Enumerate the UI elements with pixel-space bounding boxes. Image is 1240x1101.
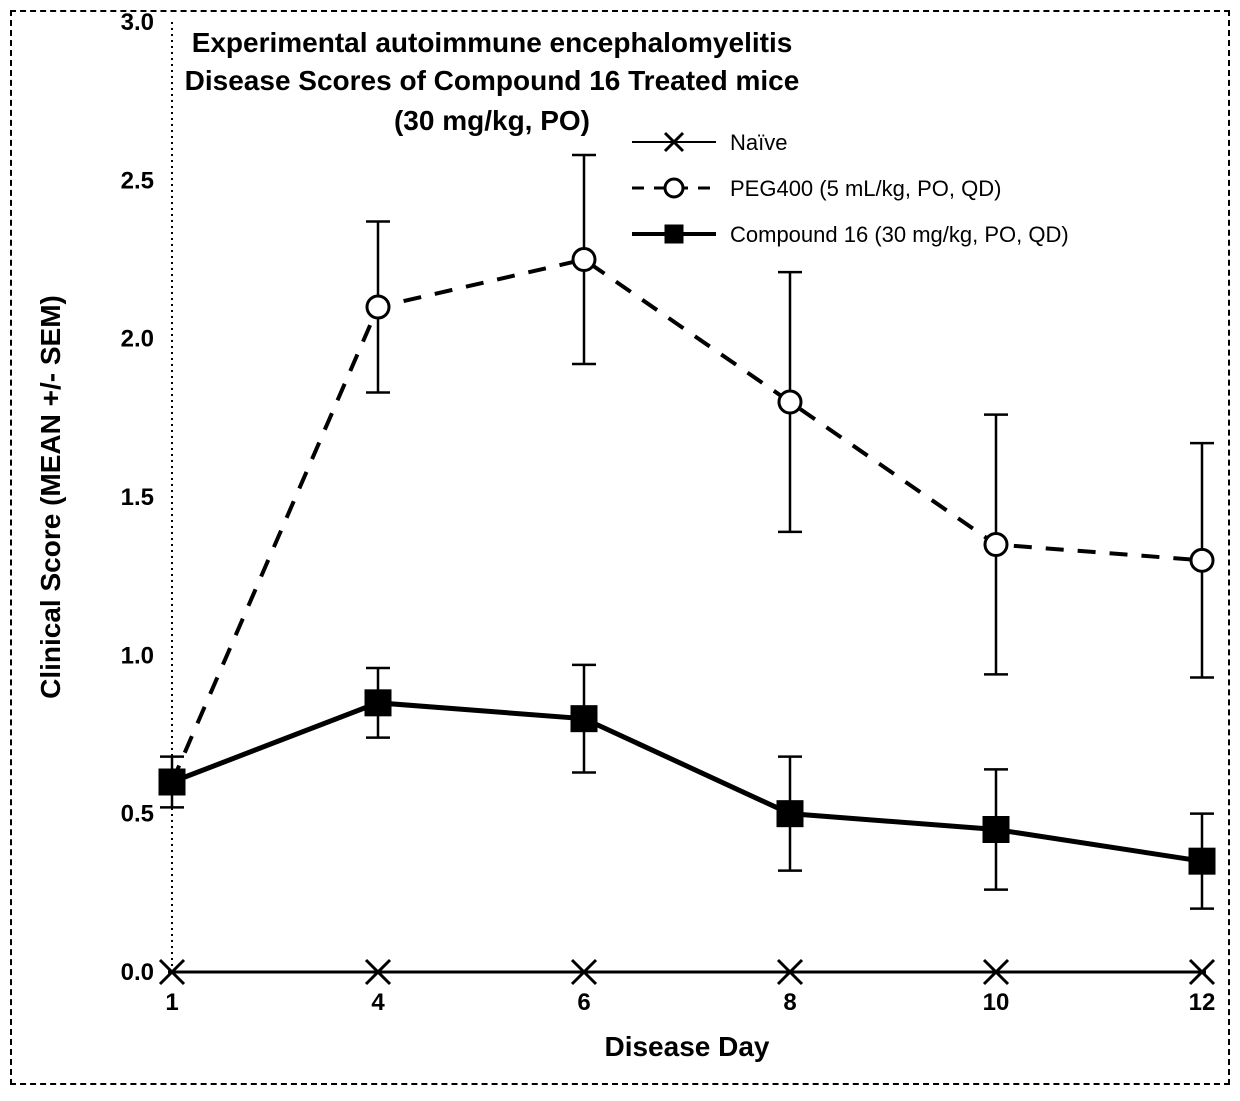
chart-title-line: (30 mg/kg, PO) [394,105,590,136]
series-marker [367,296,389,318]
y-tick-label: 0.5 [121,801,154,828]
chart-title-line: Experimental autoimmune encephalomyeliti… [192,27,793,58]
series-marker [366,691,390,715]
x-axis-title: Disease Day [604,1031,769,1062]
legend-entry: Compound 16 (30 mg/kg, PO, QD) [632,222,1069,247]
legend-entry: Naïve [632,130,787,155]
y-tick-label: 2.0 [121,326,154,353]
chart-title-line: Disease Scores of Compound 16 Treated mi… [185,65,800,96]
legend-label: PEG400 (5 mL/kg, PO, QD) [730,176,1001,201]
x-tick-label: 6 [577,989,590,1016]
x-tick-label: 4 [371,989,385,1016]
x-tick-label: 8 [783,989,796,1016]
series-marker [160,770,184,794]
y-tick-label: 1.0 [121,642,154,669]
chart-frame: 0.0 0.5 1.0 1.5 2.0 2.5 3.0 1 4 6 8 10 12 Disease Day… [10,10,1230,1085]
chart-svg: 0.0 0.5 1.0 1.5 2.0 2.5 3.0 1 4 6 8 10 12 Disease Day… [12,12,1228,1083]
y-tick-label: 3.0 [121,12,154,36]
legend-label: Compound 16 (30 mg/kg, PO, QD) [730,222,1069,247]
x-tick-label: 1 [165,989,178,1016]
series-marker [984,818,1008,842]
y-tick-label: 2.5 [121,167,154,194]
series-marker [985,534,1007,556]
y-tick-label: 0.0 [121,959,154,986]
series-marker [572,707,596,731]
series-marker [779,391,801,413]
series-line [172,703,1202,861]
series-marker [1190,849,1214,873]
y-tick-label: 1.5 [121,484,154,511]
x-tick-label: 10 [983,989,1010,1016]
y-axis-title: Clinical Score (MEAN +/- SEM) [35,295,66,699]
series-marker [1191,549,1213,571]
legend-entry: PEG400 (5 mL/kg, PO, QD) [632,176,1001,201]
series-line [172,260,1202,783]
legend-label: Naïve [730,130,787,155]
series-marker [778,802,802,826]
x-tick-label: 12 [1189,989,1216,1016]
series-marker [573,249,595,271]
chart-container: 0.0 0.5 1.0 1.5 2.0 2.5 3.0 1 4 6 8 10 12 Disease Day… [0,0,1240,1101]
